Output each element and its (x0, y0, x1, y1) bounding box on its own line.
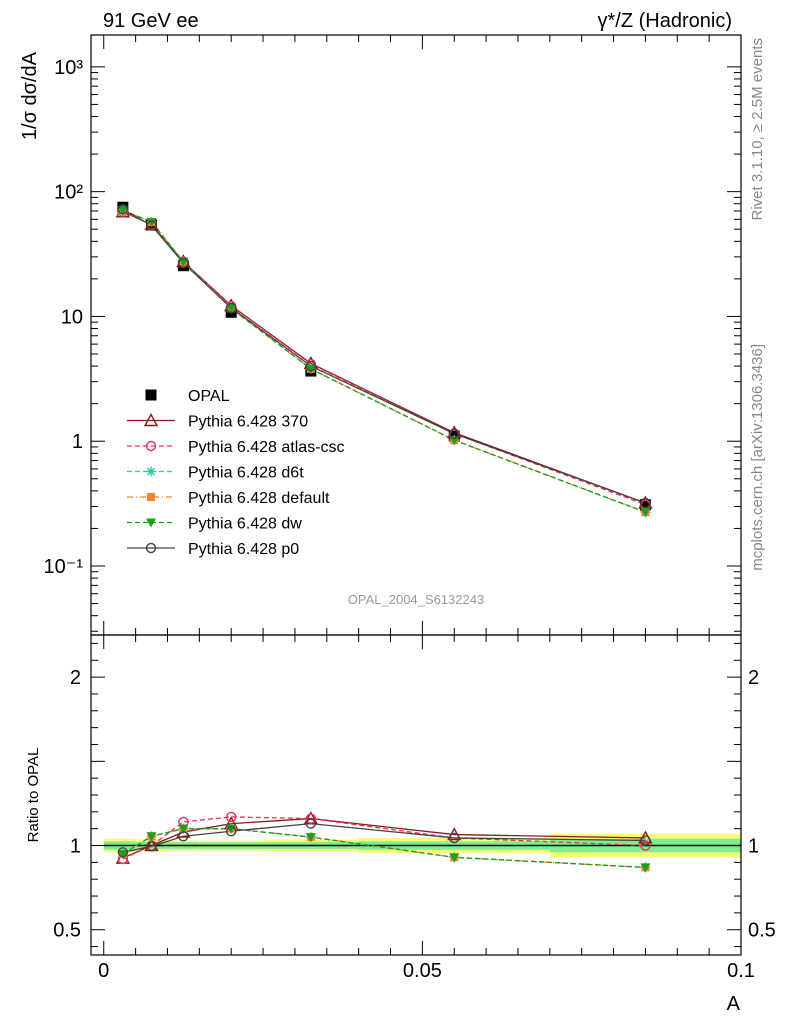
ratio-point-4 (305, 833, 316, 843)
data-point-5 (146, 218, 157, 228)
legend-marker (147, 493, 155, 501)
legend-marker (146, 466, 156, 477)
y-tick-label: 10⁻¹ (44, 556, 84, 578)
legend-label: Pythia 6.428 dw (188, 516, 302, 533)
ratio-point-5 (305, 818, 317, 829)
x-axis-label: A (727, 993, 741, 1015)
ratio-point-4 (117, 849, 128, 859)
data-point-5 (117, 206, 128, 216)
legend-label: Pythia 6.428 370 (188, 414, 308, 431)
ratio-point-5 (146, 841, 157, 852)
y-tick-label: 10³ (54, 57, 83, 79)
legend-marker (143, 413, 159, 427)
ratio-point-1 (305, 813, 317, 824)
data-point-6 (117, 204, 129, 215)
ratio-point-1 (225, 811, 237, 823)
series-line-6 (122, 208, 646, 504)
y-tick-label: 10 (61, 306, 83, 328)
legend-label: Pythia 6.428 atlas-csc (188, 439, 345, 456)
y-axis-label-ratio: Ratio to OPAL (25, 748, 42, 843)
legend-marker (146, 518, 156, 528)
data-point-6 (640, 497, 651, 509)
ratio-y-tick-label-right: 1 (748, 836, 759, 858)
data-point-5 (305, 364, 316, 374)
data-point-5 (449, 436, 460, 446)
y-tick-label: 10² (54, 182, 83, 204)
ratio-point-4 (640, 863, 651, 873)
legend-label: OPAL (188, 388, 230, 405)
legend-marker (145, 542, 157, 554)
data-point-6 (146, 220, 157, 231)
side-text-bottom: mcplots.cern.ch [arXiv:1306.3436] (749, 344, 766, 571)
legend-label: Pythia 6.428 p0 (188, 541, 299, 558)
x-tick-label: 0.05 (403, 960, 442, 982)
ratio-point-1 (640, 840, 651, 851)
ratio-point-5 (640, 835, 651, 846)
ratio-frame (90, 634, 742, 956)
header-right: γ*/Z (Hadronic) (598, 10, 732, 32)
data-point-5 (640, 508, 651, 518)
x-tick-label: 0 (98, 960, 109, 982)
data-point-0 (639, 499, 651, 511)
ratio-point-4 (449, 853, 460, 863)
analysis-watermark: OPAL_2004_S6132243 (348, 592, 484, 607)
ratio-line-0 (122, 817, 646, 859)
ratio-point-5 (225, 826, 237, 837)
legend-marker (145, 440, 157, 452)
ratio-y-tick-label: 1 (70, 836, 81, 858)
data-point-6 (449, 428, 460, 439)
data-point-5 (226, 304, 237, 314)
ratio-point-4 (178, 824, 189, 834)
data-point-6 (305, 360, 317, 372)
series-line-2 (122, 211, 646, 506)
x-tick-label: 0.1 (727, 960, 755, 982)
ratio-y-tick-label-right: 2 (748, 667, 759, 689)
side-text-top: Rivet 3.1.10, ≥ 2.5M events (749, 38, 766, 221)
data-point-6 (225, 302, 237, 314)
data-point-6 (178, 257, 189, 269)
ratio-y-tick-label: 2 (70, 667, 81, 689)
y-axis-label-main: 1/σ dσ/dA (19, 51, 41, 140)
ratio-y-tick-label-right: 0.5 (748, 920, 776, 942)
legend-label: Pythia 6.428 default (188, 490, 330, 507)
ratio-y-tick-label: 0.5 (53, 920, 81, 942)
ratio-point-5 (117, 847, 129, 858)
y-tick-label: 1 (72, 431, 83, 453)
ratio-point-4 (146, 832, 157, 842)
ratio-point-5 (178, 831, 189, 842)
ratio-point-5 (449, 832, 460, 844)
legend-marker (145, 389, 157, 401)
series-line-1 (122, 211, 646, 504)
header-left: 91 GeV ee (103, 10, 199, 32)
legend-label: Pythia 6.428 d6t (188, 465, 304, 482)
